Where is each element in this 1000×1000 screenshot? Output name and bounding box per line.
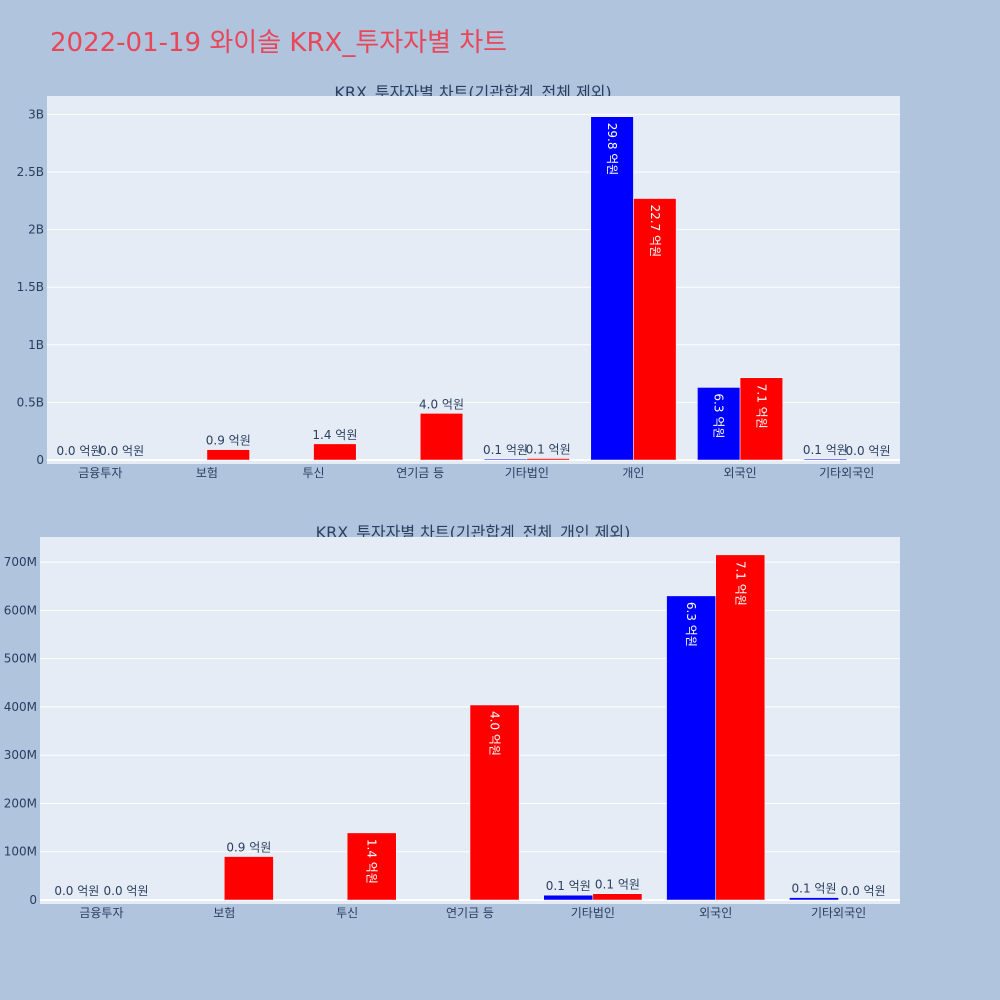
- x-tick-label: 외국인: [699, 906, 732, 920]
- data-label: 4.0 억원: [488, 711, 502, 756]
- data-label: 7.1 억원: [754, 384, 768, 429]
- bar: [469, 704, 520, 901]
- data-label: 0.0 억원: [56, 444, 101, 458]
- data-label: 0.0 억원: [104, 884, 149, 898]
- x-tick-label: 보험: [196, 466, 218, 480]
- data-label: 1.4 억원: [365, 839, 379, 884]
- data-label: 0.9 억원: [226, 841, 271, 855]
- x-tick-label: 외국인: [724, 466, 757, 480]
- bar: [803, 458, 847, 461]
- bar: [590, 116, 634, 461]
- x-tick-label: 금융투자: [79, 906, 123, 920]
- x-tick-label: 기타외국인: [811, 906, 866, 920]
- data-label: 0.1 억원: [526, 443, 571, 457]
- data-label: 0.1 억원: [803, 443, 848, 457]
- y-tick-label: 0: [36, 453, 44, 467]
- page-title: 2022-01-19 와이솔 KRX_투자자별 차트: [50, 28, 508, 58]
- y-tick-label: 1.5B: [17, 280, 44, 294]
- bar: [697, 387, 741, 461]
- data-label: 0.1 억원: [595, 878, 640, 892]
- y-tick-label: 600M: [4, 603, 37, 617]
- bar: [224, 856, 274, 901]
- data-label: 29.8 억원: [605, 123, 619, 176]
- x-tick-label: 연기금 등: [396, 466, 444, 480]
- x-tick-label: 개인: [622, 466, 644, 480]
- data-label: 0.1 억원: [546, 879, 591, 893]
- y-tick-label: 100M: [4, 845, 37, 859]
- data-label: 0.0 억원: [841, 884, 886, 898]
- y-tick-label: 400M: [4, 700, 37, 714]
- data-label: 0.0 억원: [54, 884, 99, 898]
- y-tick-label: 500M: [4, 652, 37, 666]
- bar: [526, 458, 570, 461]
- data-label: 0.0 억원: [846, 444, 891, 458]
- data-label: 7.1 억원: [733, 561, 747, 606]
- bar: [715, 554, 766, 901]
- bar: [206, 449, 250, 461]
- bar: [313, 443, 357, 461]
- y-tick-label: 2.5B: [17, 165, 44, 179]
- y-tick-label: 0.5B: [17, 395, 44, 409]
- x-tick-label: 금융투자: [78, 466, 122, 480]
- y-tick-label: 700M: [4, 555, 37, 569]
- x-tick-label: 기타외국인: [819, 466, 874, 480]
- bar: [419, 413, 464, 461]
- y-tick-label: 300M: [4, 748, 37, 762]
- data-label: 22.7 억원: [648, 205, 662, 258]
- chart-investor-all: KRX_투자자별 차트(기관합계_전체 제외) 0 0.5B 1B 1.5B 2B 2.5…: [17, 83, 900, 480]
- bar: [666, 595, 716, 901]
- y-tick-label: 0: [29, 893, 37, 907]
- data-label: 0.1 억원: [792, 882, 837, 896]
- data-label: 6.3 억원: [712, 393, 726, 438]
- bar: [346, 832, 397, 901]
- x-tick-label: 기타법인: [505, 466, 549, 480]
- x-tick-label: 투신: [336, 906, 358, 920]
- y-tick-label: 1B: [28, 338, 44, 352]
- bar: [633, 198, 677, 461]
- y-tick-label: 3B: [28, 107, 44, 121]
- data-label: 0.1 억원: [483, 443, 528, 457]
- data-label: 0.0 억원: [99, 444, 144, 458]
- x-tick-label: 기타법인: [571, 906, 615, 920]
- data-label: 0.9 억원: [206, 434, 251, 448]
- bar: [543, 894, 594, 901]
- x-tick-label: 연기금 등: [446, 906, 494, 920]
- data-label: 6.3 억원: [684, 602, 698, 647]
- y-tick-label: 200M: [4, 796, 37, 810]
- bar: [592, 893, 643, 901]
- data-label: 4.0 억원: [419, 397, 464, 411]
- y-tick-label: 2B: [28, 223, 44, 237]
- data-label: 1.4 억원: [312, 428, 357, 442]
- x-tick-label: 보험: [213, 906, 235, 920]
- x-tick-label: 투신: [303, 466, 325, 480]
- bar: [739, 377, 783, 461]
- bar: [789, 897, 839, 901]
